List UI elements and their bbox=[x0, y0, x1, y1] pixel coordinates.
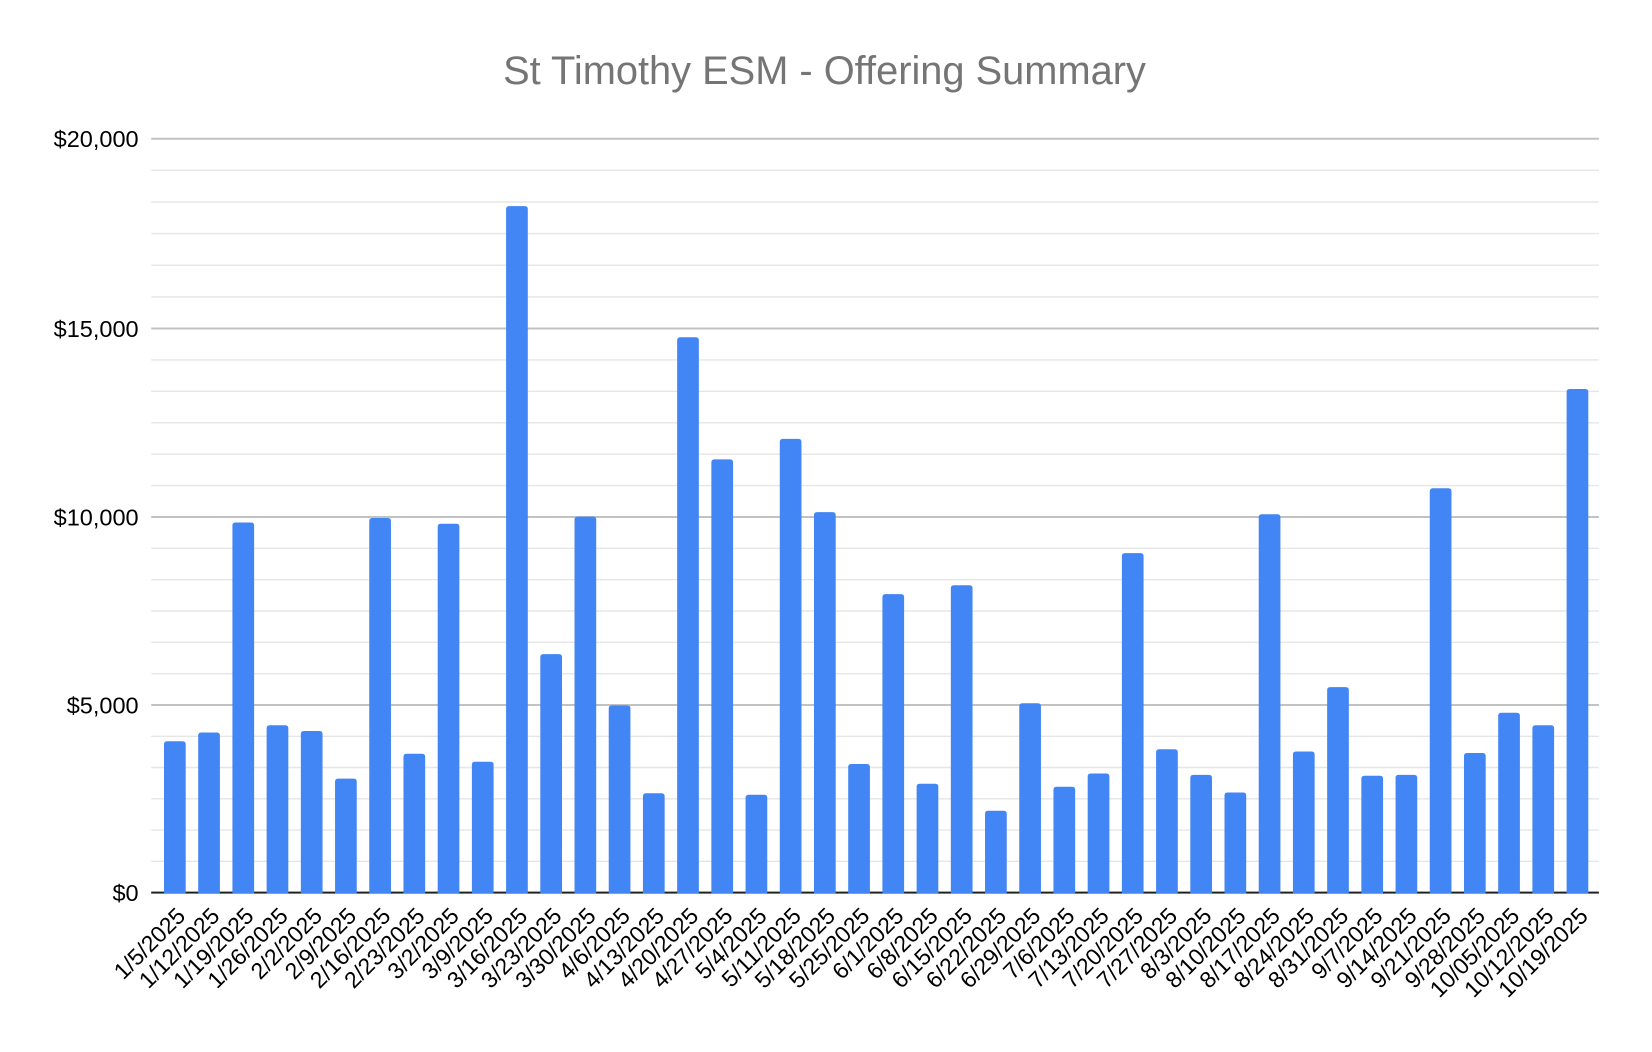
svg-text:$5,000: $5,000 bbox=[67, 692, 139, 718]
svg-text:St Timothy ESM - Offering Summ: St Timothy ESM - Offering Summary bbox=[503, 49, 1146, 93]
svg-text:$15,000: $15,000 bbox=[54, 316, 139, 342]
svg-text:$20,000: $20,000 bbox=[54, 126, 139, 152]
svg-text:$0: $0 bbox=[112, 880, 138, 906]
svg-text:$10,000: $10,000 bbox=[54, 504, 139, 530]
